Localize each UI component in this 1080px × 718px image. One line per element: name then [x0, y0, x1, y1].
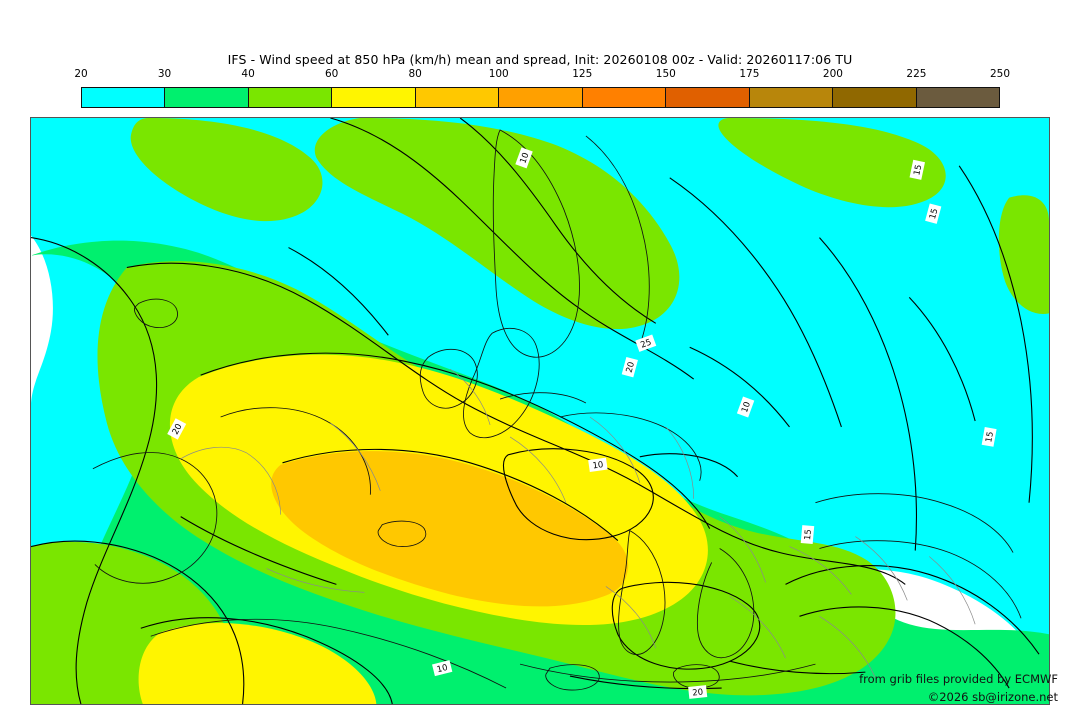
colorbar-tick-225: 225	[906, 68, 927, 80]
colorbar-tick-250: 250	[989, 68, 1011, 80]
contour-label-15: 15	[911, 164, 923, 177]
colorbar-tick-30: 30	[157, 68, 172, 80]
colorbar-tick-150: 150	[655, 68, 676, 80]
contour-labels: 20 10 10 20	[167, 147, 997, 699]
colorbar-segment-225-250	[916, 88, 999, 107]
colorbar-segment-30-40	[165, 88, 249, 107]
band-80-100-ne	[487, 530, 628, 601]
contour-label-15c: 15	[802, 529, 813, 541]
contour-label-25: 25	[639, 337, 653, 350]
band-40-60-north	[314, 118, 680, 330]
colorbar: 20 30 40 60 80 100 125 150 175 200 225 250	[74, 68, 1010, 110]
colorbar-tick-200: 200	[822, 68, 843, 80]
band-40-60-east	[718, 118, 946, 208]
colorbar-tick-100: 100	[488, 68, 509, 80]
contour-label-20b: 20	[624, 361, 636, 374]
band-60-80-n-tip	[507, 442, 574, 485]
contour-label-10: 10	[592, 459, 604, 470]
colorbar-tick-80: 80	[408, 68, 422, 80]
spread-contours	[31, 118, 1040, 704]
band-under-20-nw	[31, 235, 53, 404]
coastlines	[92, 129, 1022, 691]
colorbar-tick-40: 40	[241, 68, 255, 80]
contour-label-10c: 10	[739, 400, 752, 414]
country-borders	[180, 368, 976, 679]
colorbar-segment-125-150	[582, 88, 667, 107]
colorbar-segment-150-175	[666, 88, 750, 107]
contour-label-15d: 15	[927, 207, 939, 220]
colorbar-segment-200-225	[833, 88, 917, 107]
contour-label-15b: 15	[983, 431, 995, 443]
colorbar-tick-20: 20	[74, 68, 88, 80]
wind-speed-field: 20 10 10 20	[31, 118, 1049, 704]
colorbar-swatches	[81, 87, 1000, 108]
colorbar-tick-labels: 20 30 40 60 80 100 125 150 175 200 225 250	[74, 68, 1010, 86]
page-title: IFS - Wind speed at 850 hPa (km/h) mean …	[227, 52, 853, 67]
map-plot-area[interactable]: 20 10 10 20	[30, 117, 1050, 705]
colorbar-segment-20-30	[82, 88, 166, 107]
band-40-60-nw-patch	[130, 118, 323, 222]
contour-label-20c: 20	[692, 687, 704, 698]
colorbar-segment-80-100	[415, 88, 500, 107]
colorbar-segment-100-125	[499, 88, 583, 107]
band-60-80-tail	[138, 622, 377, 704]
contour-label-10d: 10	[436, 662, 449, 674]
colorbar-segment-175-200	[749, 88, 834, 107]
colorbar-segment-60-80	[332, 88, 416, 107]
colorbar-tick-125: 125	[572, 68, 593, 80]
colorbar-tick-175: 175	[739, 68, 760, 80]
band-40-60-far-east	[998, 195, 1049, 315]
colorbar-segment-40-60	[248, 88, 333, 107]
contour-label-20: 20	[170, 422, 184, 436]
contour-label-10b: 10	[517, 151, 530, 165]
colorbar-tick-60: 60	[324, 68, 339, 80]
